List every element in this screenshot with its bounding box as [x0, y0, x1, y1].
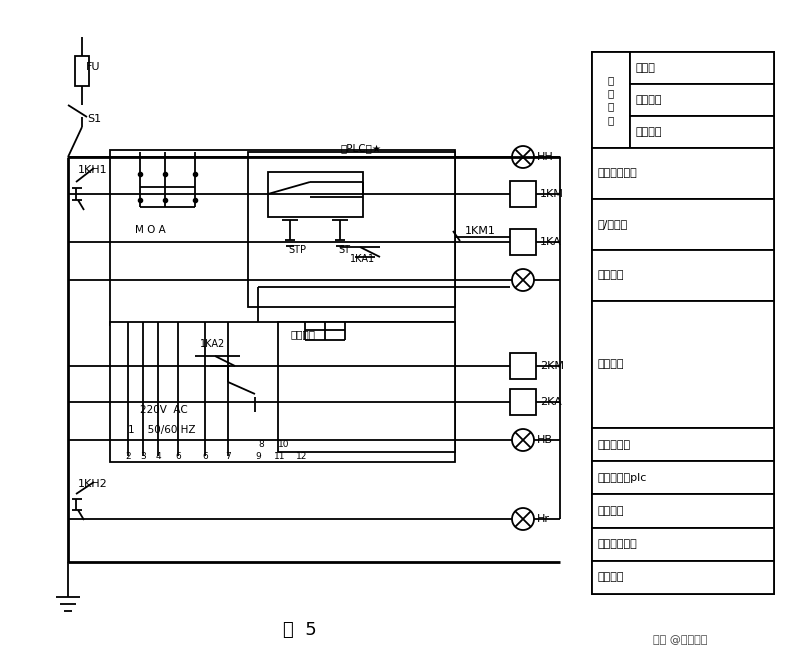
Text: 4: 4: [155, 451, 161, 461]
Text: 软启动器: 软启动器: [598, 359, 625, 369]
Circle shape: [512, 429, 534, 451]
Text: 1KA: 1KA: [540, 237, 562, 247]
Bar: [110, 322, 455, 462]
Text: 2KA: 2KA: [540, 397, 562, 407]
Bar: [592, 52, 774, 594]
Text: STP: STP: [288, 245, 306, 255]
Bar: [510, 389, 536, 415]
Text: 电量开关: 电量开关: [636, 95, 662, 105]
Text: FU: FU: [86, 62, 101, 72]
Text: HH: HH: [537, 152, 554, 162]
Text: 7: 7: [225, 451, 231, 461]
Text: 11: 11: [274, 451, 286, 461]
Bar: [510, 181, 536, 207]
Bar: [592, 301, 774, 428]
Bar: [592, 495, 774, 528]
Text: 图  5: 图 5: [283, 621, 317, 639]
Bar: [268, 172, 363, 217]
Text: 10: 10: [278, 440, 290, 448]
Text: 3: 3: [140, 451, 146, 461]
Text: 1KM: 1KM: [540, 189, 564, 199]
Text: ST: ST: [338, 245, 350, 255]
Text: 1KA1: 1KA1: [350, 254, 375, 264]
Bar: [592, 148, 774, 199]
Bar: [592, 561, 774, 594]
Text: 变PLC控★: 变PLC控★: [340, 143, 381, 153]
Text: 软启动器回路: 软启动器回路: [598, 539, 638, 549]
Text: 故障指示: 故障指示: [598, 506, 625, 516]
Text: S1: S1: [87, 114, 101, 124]
Text: 2KM: 2KM: [540, 361, 564, 371]
Text: Hr: Hr: [537, 514, 550, 524]
Text: 要
控
元
件: 要 控 元 件: [608, 75, 614, 125]
Bar: [510, 229, 536, 255]
Bar: [278, 322, 455, 452]
Text: 12: 12: [296, 451, 307, 461]
Bar: [592, 250, 774, 301]
Bar: [248, 152, 455, 307]
Bar: [630, 52, 774, 84]
Text: 1    50/60 HZ: 1 50/60 HZ: [128, 425, 196, 435]
Circle shape: [512, 269, 534, 291]
Text: 头条 @暖通南社: 头条 @暖通南社: [653, 635, 707, 645]
Text: 常闭器: 常闭器: [636, 63, 656, 73]
Circle shape: [512, 508, 534, 530]
Bar: [630, 84, 774, 116]
Bar: [592, 52, 630, 148]
Text: 2: 2: [125, 451, 131, 461]
Bar: [510, 353, 536, 379]
Circle shape: [512, 146, 534, 168]
Text: 故障反馈及plc: 故障反馈及plc: [598, 473, 647, 483]
Text: 起/停控制: 起/停控制: [598, 219, 628, 229]
Text: 9: 9: [255, 451, 261, 461]
Bar: [592, 461, 774, 495]
Text: 过负荷示: 过负荷示: [598, 573, 625, 583]
Text: 热量保护: 热量保护: [636, 127, 662, 137]
Text: 1KM1: 1KM1: [465, 226, 496, 236]
Bar: [592, 428, 774, 461]
Bar: [592, 199, 774, 250]
Text: HB: HB: [537, 435, 553, 445]
Bar: [630, 116, 774, 148]
Text: 1KH1: 1KH1: [78, 165, 108, 175]
Text: 1KH2: 1KH2: [78, 479, 108, 489]
Text: 8: 8: [258, 440, 264, 448]
Text: 1KA2: 1KA2: [200, 339, 225, 349]
Text: 运行指示: 运行指示: [598, 270, 625, 280]
Text: 软启动器: 软启动器: [290, 329, 315, 339]
Bar: [75, 56, 89, 86]
Text: 6: 6: [202, 451, 208, 461]
Bar: [110, 150, 455, 325]
Text: M O A: M O A: [135, 225, 166, 235]
Text: 220V  AC: 220V AC: [140, 405, 188, 415]
Bar: [592, 528, 774, 561]
Text: 变频控制器: 变频控制器: [598, 440, 631, 449]
Text: 主电源控制器: 主电源控制器: [598, 168, 638, 179]
Text: 6: 6: [175, 451, 181, 461]
